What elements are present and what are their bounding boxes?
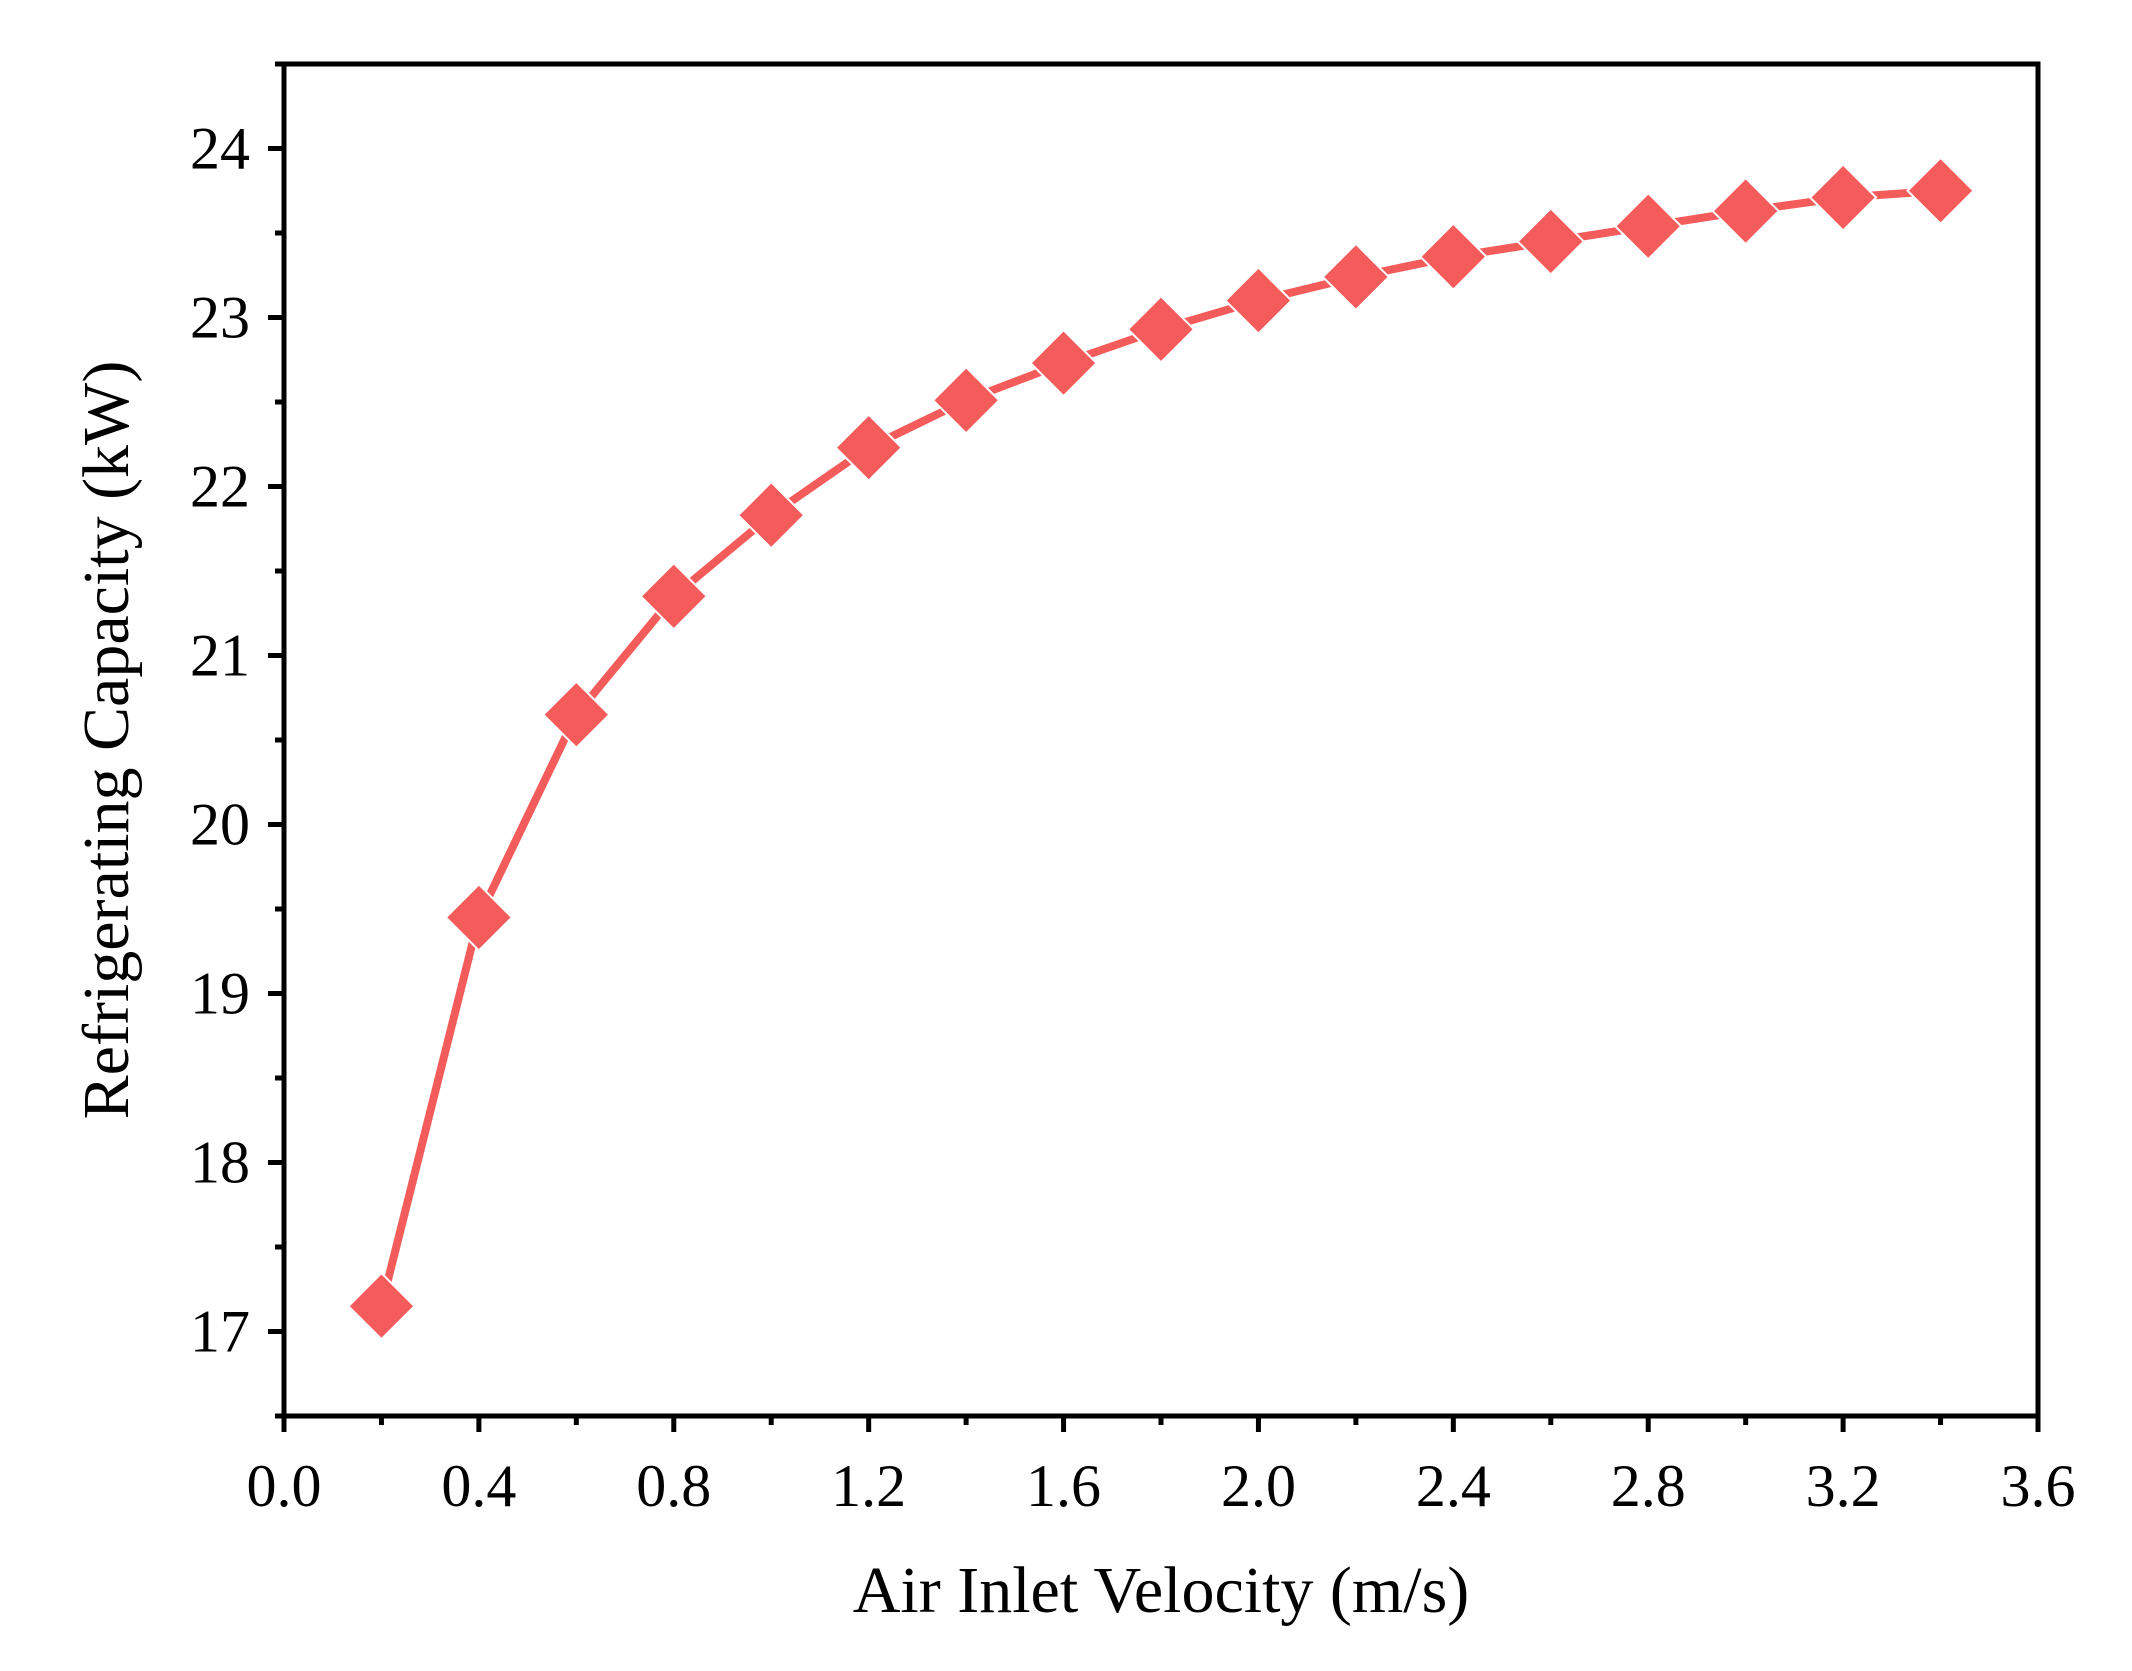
y-tick-label: 23 [190, 285, 250, 351]
data-point-marker [931, 365, 1001, 435]
x-tick-label: 1.6 [1026, 1453, 1101, 1519]
data-point-marker [834, 413, 904, 483]
data-point-marker [444, 883, 514, 952]
data-point-marker [639, 561, 709, 631]
data-point-marker [541, 680, 611, 750]
data-point-marker [1321, 242, 1391, 312]
x-tick-label: 2.8 [1611, 1453, 1686, 1519]
data-point-marker [1418, 222, 1488, 292]
y-tick-label: 24 [190, 116, 250, 182]
data-point-marker [347, 1271, 416, 1341]
data-point-marker [1808, 163, 1878, 232]
y-tick-label: 21 [190, 623, 250, 689]
y-axis-ticks: 17 18 19 20 21 22 23 24 [190, 61, 284, 1419]
plot-frame [281, 61, 2041, 1419]
y-tick-label: 17 [190, 1299, 250, 1365]
x-tick-label: 1.2 [831, 1453, 906, 1519]
x-tick-label: 3.2 [1806, 1453, 1881, 1519]
x-axis-ticks: 0.0 0.4 0.8 1.2 1.6 2.0 2.4 2.8 3.2 3.6 [247, 1416, 2076, 1519]
data-point-marker [1126, 294, 1196, 364]
series-layer [347, 156, 1975, 1341]
data-point-marker [1224, 266, 1293, 336]
x-tick-label: 2.4 [1416, 1453, 1491, 1519]
x-tick-label: 0.4 [441, 1453, 516, 1519]
data-point-marker [1516, 207, 1586, 276]
data-point-marker [1613, 191, 1683, 261]
data-point-marker [1029, 328, 1098, 398]
y-tick-label: 22 [190, 454, 250, 520]
y-axis-title: Refrigerating Capacity (kW) [70, 361, 143, 1120]
x-axis-title: Air Inlet Velocity (m/s) [853, 1554, 1470, 1627]
data-point-marker [1906, 156, 1975, 226]
data-point-marker [1711, 176, 1781, 246]
plot-border [281, 61, 2041, 1419]
x-tick-label: 0.0 [247, 1453, 322, 1519]
y-tick-label: 20 [190, 792, 250, 858]
x-tick-label: 3.6 [2001, 1453, 2076, 1519]
y-tick-label: 18 [190, 1130, 250, 1196]
data-point-marker [736, 480, 806, 550]
x-tick-label: 2.0 [1221, 1453, 1296, 1519]
y-tick-label: 19 [190, 961, 250, 1027]
x-tick-label: 0.8 [636, 1453, 711, 1519]
